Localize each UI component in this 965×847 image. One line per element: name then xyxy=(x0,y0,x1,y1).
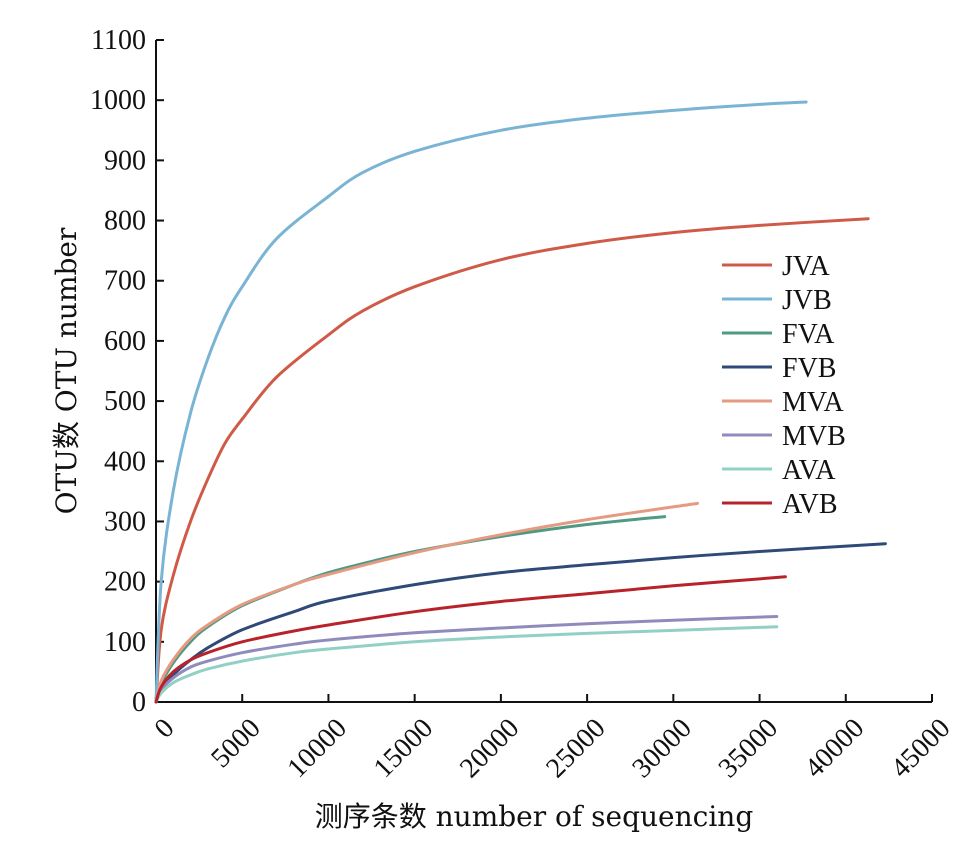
legend-label-mva: MVA xyxy=(782,387,845,418)
y-tick-label: 1000 xyxy=(90,85,146,116)
x-tick-label: 0 xyxy=(149,713,181,745)
x-tick-label: 25000 xyxy=(540,713,611,784)
x-tick-label: 30000 xyxy=(626,713,697,784)
x-tick-label: 35000 xyxy=(713,713,784,784)
y-tick-label: 200 xyxy=(104,567,146,598)
axes xyxy=(155,40,932,703)
y-tick-label: 700 xyxy=(104,266,146,297)
series-line-ava xyxy=(154,625,779,704)
y-tick-label: 0 xyxy=(132,687,146,718)
x-tick-label: 20000 xyxy=(454,713,525,784)
series-line-mva xyxy=(154,501,699,704)
legend-label-mvb: MVB xyxy=(782,421,846,452)
y-tick-label: 600 xyxy=(104,326,146,357)
y-tick-label: 800 xyxy=(104,206,146,237)
x-tick-label: 15000 xyxy=(368,713,439,784)
y-tick-label: 1100 xyxy=(91,25,146,56)
y-tick-label: 500 xyxy=(104,386,146,417)
series-line-jva xyxy=(154,217,870,704)
series-line-fvb xyxy=(154,542,887,704)
x-tick-label: 45000 xyxy=(885,713,956,784)
y-axis-title: OTU数 OTU number xyxy=(50,227,83,514)
legend-label-jva: JVA xyxy=(782,251,831,282)
series-line-mvb xyxy=(154,615,779,704)
x-tick-label: 5000 xyxy=(205,713,267,775)
y-tick-label: 400 xyxy=(104,446,146,477)
y-tick-label: 100 xyxy=(104,627,146,658)
legend-label-fva: FVA xyxy=(782,319,835,350)
legend-label-ava: AVA xyxy=(782,455,836,486)
legend-label-fvb: FVB xyxy=(782,353,836,384)
series-lines xyxy=(154,100,887,704)
x-axis-title: 测序条数 number of sequencing xyxy=(315,800,754,833)
y-axis-ticks: 0 100 200 300 400 500 600 700 800 900 1000 1100 xyxy=(90,25,164,718)
x-axis-ticks: 0 5000 10000 15000 20000 25000 30000 35000 40000… xyxy=(149,694,957,784)
legend-label-jvb: JVB xyxy=(782,285,832,316)
series-line-avb xyxy=(154,575,787,704)
x-tick-label: 10000 xyxy=(282,713,353,784)
x-tick-label: 40000 xyxy=(799,713,870,784)
y-tick-label: 900 xyxy=(104,145,146,176)
series-line-jvb xyxy=(154,100,808,704)
y-tick-label: 300 xyxy=(104,506,146,537)
legend-label-avb: AVB xyxy=(782,489,838,520)
